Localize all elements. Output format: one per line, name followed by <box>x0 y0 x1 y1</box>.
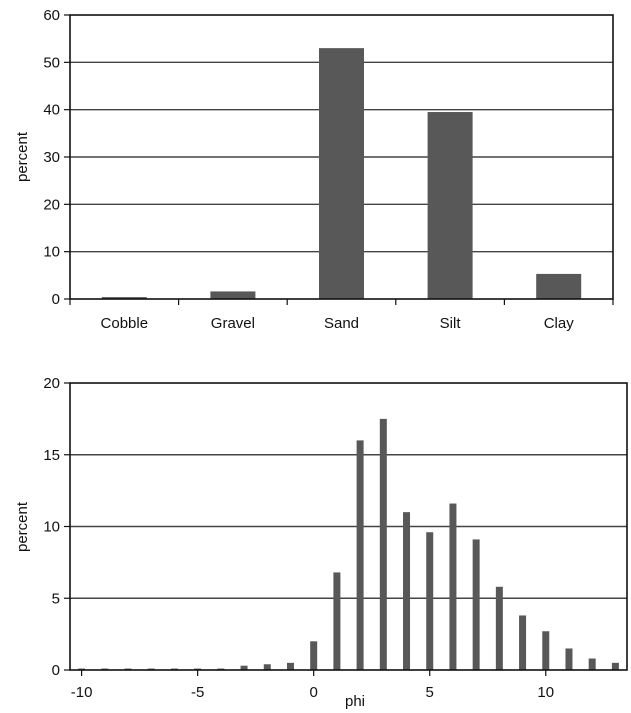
x-axis-title: phi <box>345 693 365 710</box>
y-tick-label: 20 <box>43 375 60 392</box>
y-tick-label: 0 <box>52 662 60 679</box>
grain-size-class-chart: 0 10 20 30 40 50 60 Cobble Gravel Sand Silt Clay p… <box>14 7 614 332</box>
y-tick-label: 60 <box>43 7 60 24</box>
bar-phi--1 <box>286 662 294 670</box>
bar-phi-2 <box>356 440 364 670</box>
bar-phi-13 <box>611 662 619 670</box>
x-tick-label: Cobble <box>101 315 149 332</box>
bar-phi-7 <box>472 539 480 670</box>
bar-phi-3 <box>379 418 387 670</box>
bar-phi-12 <box>588 658 596 670</box>
bar-silt <box>427 112 473 300</box>
x-tick-label: 5 <box>426 684 434 701</box>
bar-phi-9 <box>519 615 527 670</box>
bar-phi-4 <box>403 512 411 670</box>
y-tick-label: 10 <box>43 519 60 536</box>
y-tick-label: 40 <box>43 102 60 119</box>
bar-sand <box>319 48 364 300</box>
bar-phi--2 <box>263 664 271 670</box>
x-tick-label: Clay <box>544 315 575 332</box>
bar-phi-8 <box>495 586 503 670</box>
x-tick-label: Sand <box>324 315 359 332</box>
y-tick-label: 15 <box>43 447 60 464</box>
y-tick-label: 0 <box>52 291 60 308</box>
y-axis-title: percent <box>14 131 31 182</box>
bar-phi-6 <box>449 503 457 670</box>
bar-phi-11 <box>565 648 573 670</box>
bar-phi-10 <box>542 631 550 670</box>
x-tick-label: -10 <box>71 684 93 701</box>
y-tick-label: 20 <box>43 196 60 213</box>
bar-phi--3 <box>240 665 248 670</box>
x-tick-label: 10 <box>537 684 554 701</box>
y-tick-label: 5 <box>52 590 60 607</box>
x-tick-label: Gravel <box>211 315 255 332</box>
bar-cobble <box>101 297 147 299</box>
bar-phi-1 <box>333 572 341 670</box>
y-tick-label: 50 <box>43 54 60 71</box>
x-tick-label: 0 <box>310 684 318 701</box>
x-tick-label: -5 <box>191 684 204 701</box>
bar-gravel <box>210 291 256 299</box>
y-tick-label: 30 <box>43 149 60 166</box>
bar-clay <box>536 273 582 299</box>
y-tick-label: 10 <box>43 244 60 261</box>
y-axis-title: percent <box>14 501 31 552</box>
phi-distribution-chart: 0 5 10 15 20 -10 -5 0 5 10 percent phi <box>14 375 628 710</box>
x-tick-label: Silt <box>440 315 462 332</box>
bar-phi-5 <box>426 532 434 670</box>
bar-phi-0 <box>310 641 318 670</box>
